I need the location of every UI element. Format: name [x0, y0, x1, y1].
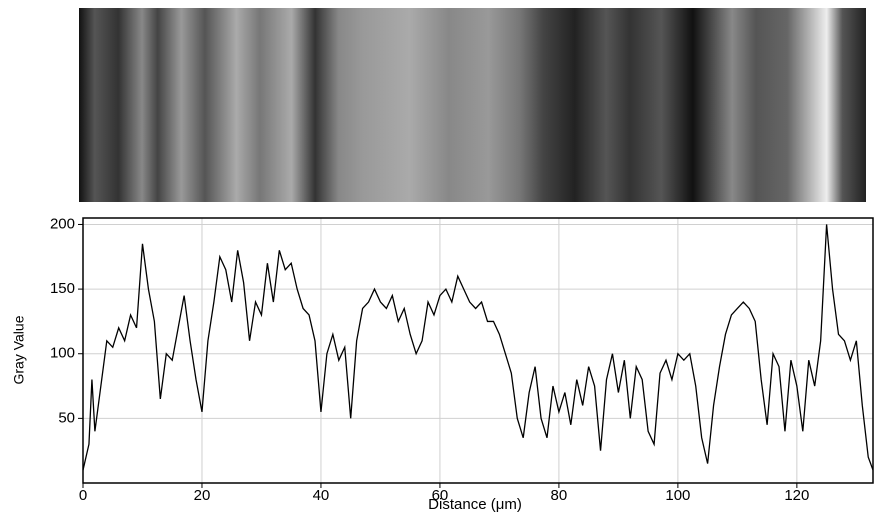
y-tick-label: 100 [50, 345, 75, 362]
y-axis-label: Gray Value [11, 315, 27, 384]
x-tick-label: 120 [784, 487, 809, 504]
y-tick-label: 50 [58, 409, 75, 426]
y-tick-label: 200 [50, 215, 75, 232]
x-tick-label: 100 [665, 487, 690, 504]
x-axis-label: Distance (μm) [428, 496, 522, 513]
profile-line [82, 224, 874, 471]
y-tick-label: 150 [50, 280, 75, 297]
plot-frame [82, 217, 874, 484]
x-tick-label: 80 [551, 487, 568, 504]
x-tick-label: 40 [313, 487, 330, 504]
x-tick-label: 60 [432, 487, 449, 504]
x-tick-label: 0 [79, 487, 87, 504]
profile-image [79, 8, 866, 202]
x-tick-label: 20 [194, 487, 211, 504]
